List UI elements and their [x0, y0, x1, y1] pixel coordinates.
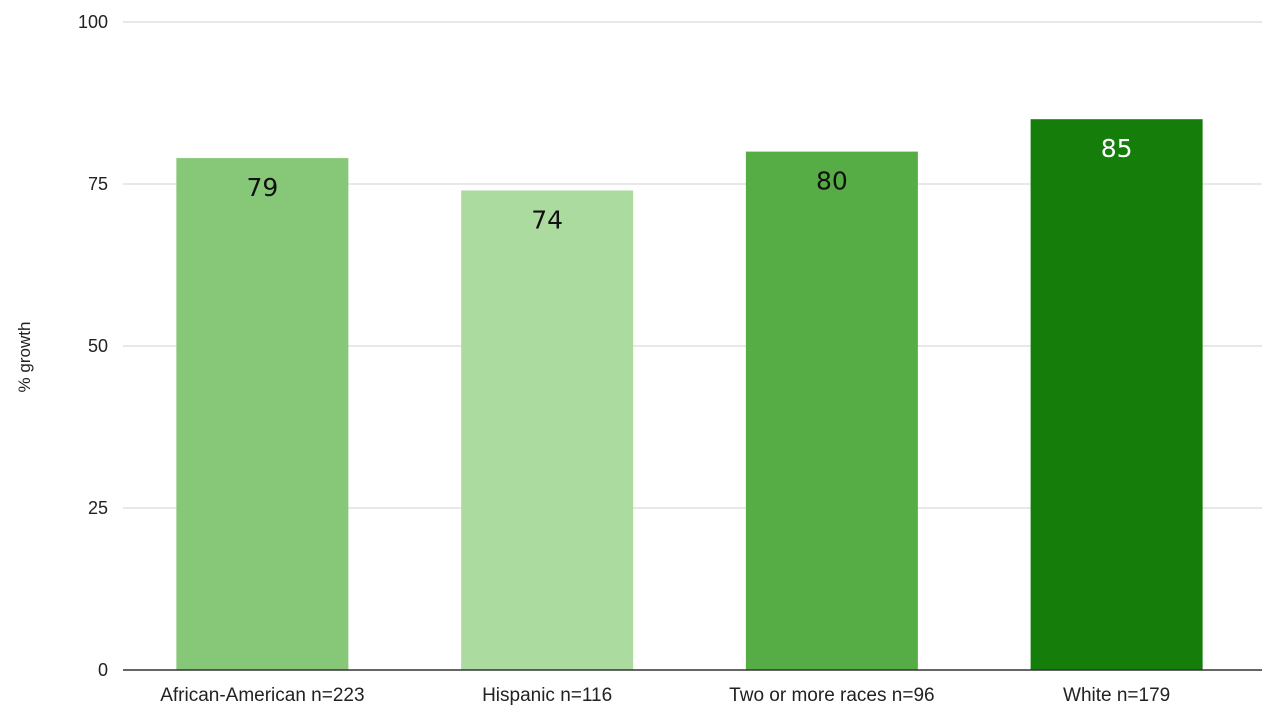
bar: [461, 190, 634, 671]
x-tick-label: Hispanic n=116: [482, 685, 612, 706]
y-axis-title: % growth: [15, 322, 34, 393]
x-tick-label: African-American n=223: [160, 685, 364, 706]
bar: [176, 158, 349, 670]
x-tick-label: White n=179: [1063, 685, 1170, 706]
data-label: 79: [246, 173, 278, 202]
data-label: 85: [1101, 134, 1133, 163]
x-tick-label: Two or more races n=96: [729, 685, 934, 706]
data-label: 80: [816, 167, 848, 196]
data-label: 74: [531, 205, 563, 234]
y-tick-label: 50: [88, 336, 108, 356]
y-tick-label: 100: [78, 12, 108, 32]
y-tick-label: 75: [88, 174, 108, 194]
bar: [1030, 119, 1203, 670]
axes: 0 25 50 75 100 African-American n=223 Hispanic…: [78, 12, 1262, 706]
y-tick-label: 0: [98, 660, 108, 680]
bar: [745, 151, 918, 671]
y-tick-label: 25: [88, 498, 108, 518]
bars: 79 74 80 85: [176, 119, 1203, 671]
